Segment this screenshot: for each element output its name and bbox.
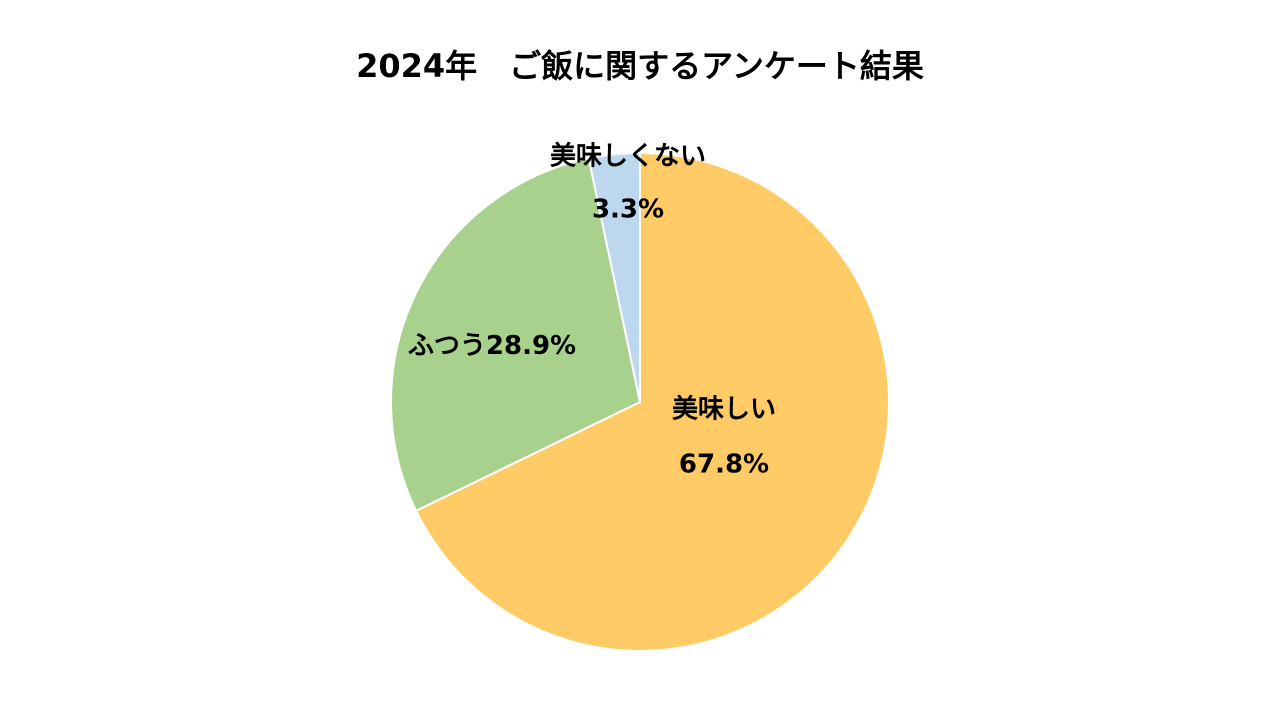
- pie-slice: [390, 157, 642, 513]
- category-label: 美味しくない: [550, 141, 706, 172]
- pie: [390, 151, 890, 652]
- pie-slice: [587, 151, 641, 403]
- value-label: 28.9%: [486, 331, 576, 361]
- value-label: 67.8%: [679, 450, 769, 480]
- value-label: 3.3%: [592, 195, 664, 225]
- data-label: ふつう28.9%: [408, 331, 576, 361]
- pie-slice: [414, 151, 890, 652]
- chart-title: 2024年 ご飯に関するアンケート結果: [356, 47, 924, 85]
- category-label: 美味しい: [672, 394, 776, 425]
- category-label: ふつう: [408, 331, 486, 361]
- data-labels: 美味しい 67.8% ふつう28.9% 美味しくない 3.3%: [408, 141, 776, 480]
